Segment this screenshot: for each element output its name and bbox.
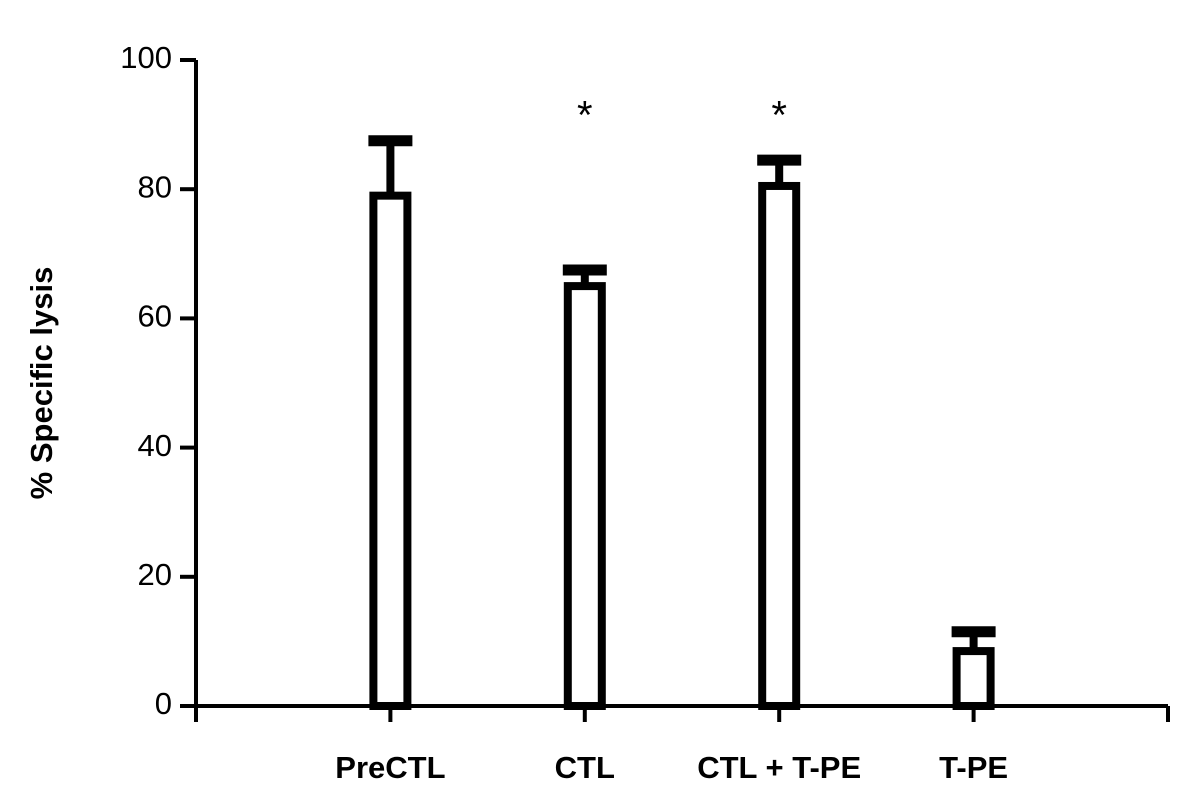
x-tick-label: T-PE bbox=[939, 750, 1008, 785]
x-tick-label: CTL bbox=[555, 750, 615, 785]
y-tick-label: 0 bbox=[155, 686, 172, 721]
significance-marker: * bbox=[577, 94, 593, 138]
y-tick-label: 60 bbox=[138, 299, 172, 334]
y-tick-label: 40 bbox=[138, 428, 172, 463]
y-tick-label: 100 bbox=[120, 40, 172, 75]
bar bbox=[369, 191, 412, 710]
bar bbox=[758, 181, 801, 711]
y-tick-label: 80 bbox=[138, 169, 172, 204]
x-tick-label: PreCTL bbox=[335, 750, 445, 785]
significance-marker: * bbox=[771, 94, 787, 138]
y-tick-label: 20 bbox=[138, 557, 172, 592]
y-axis-label: % Specific lysis bbox=[24, 267, 59, 500]
bar bbox=[563, 282, 606, 710]
bar bbox=[952, 647, 995, 711]
x-tick-label: CTL + T-PE bbox=[697, 750, 861, 785]
